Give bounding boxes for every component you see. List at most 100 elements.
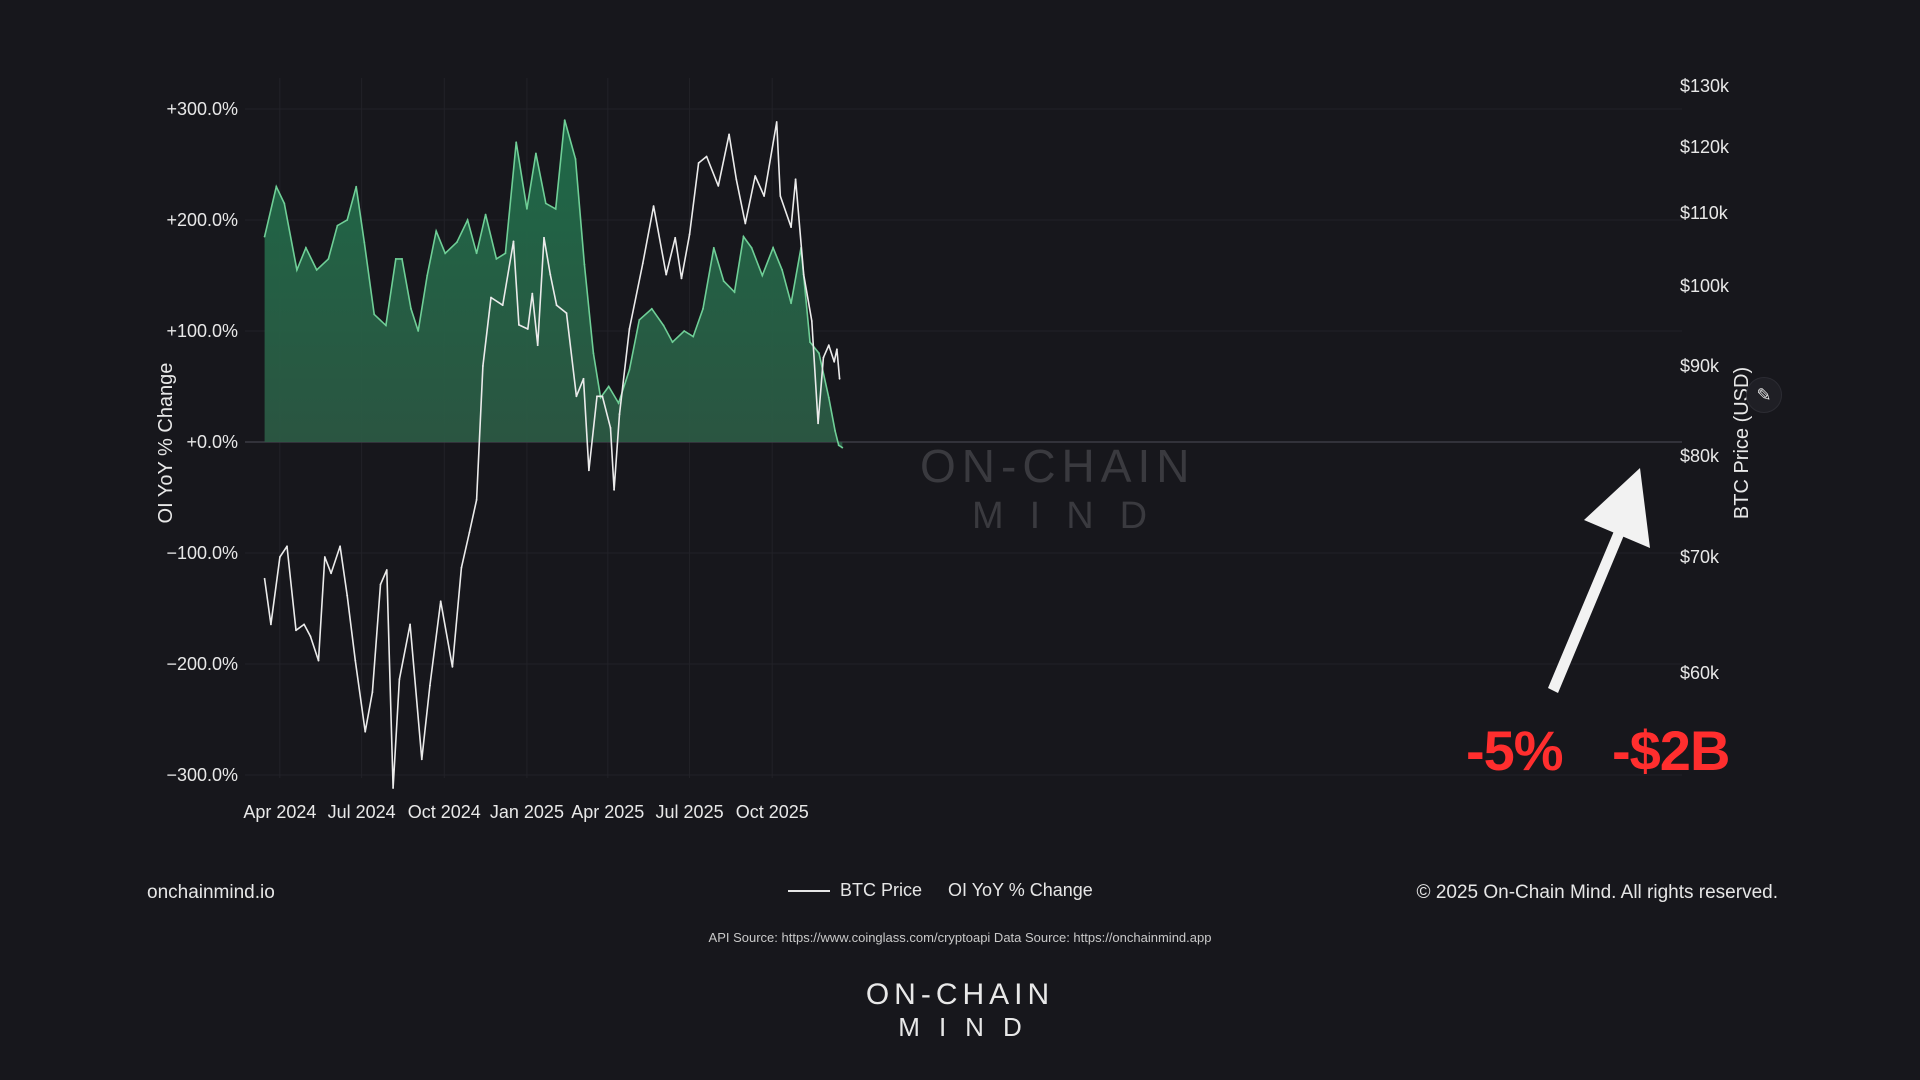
oi-point [283, 202, 286, 205]
right-tick-label: $90k [1680, 356, 1720, 376]
right-tick-label: $100k [1680, 276, 1730, 296]
left-axis-title: OI YoY % Change [155, 363, 177, 524]
annotation-oi-change: -5% [1466, 719, 1563, 782]
legend-item-btc-price[interactable]: BTC Price [788, 880, 922, 901]
brand-logo-top: ON-CHAIN [865, 978, 1055, 1011]
legend-label-btc-price: BTC Price [840, 880, 923, 900]
oi-point [761, 274, 764, 277]
btc-price-point [763, 195, 765, 197]
btc-price-point [270, 623, 272, 626]
btc-price-point [735, 178, 738, 181]
btc-price-point [475, 498, 478, 501]
left-tick-label: +100.0% [166, 321, 238, 341]
btc-price-point [697, 162, 700, 164]
left-tick-label: −300.0% [166, 765, 238, 785]
pencil-icon: ✎ [1756, 384, 1772, 405]
oi-point [435, 230, 438, 233]
btc-price-point [609, 427, 612, 429]
oi-point [554, 208, 557, 210]
btc-price-point [526, 328, 529, 330]
x-tick-label: Apr 2024 [243, 802, 316, 822]
oi-point [827, 396, 830, 399]
oi-point [444, 252, 447, 255]
oi-point [712, 246, 715, 249]
edit-chart-button[interactable]: ✎ [1746, 377, 1782, 413]
btc-price-point [279, 556, 281, 558]
left-axis: +300.0% +200.0% +100.0% +0.0% −100.0% −200.0%… [166, 99, 238, 785]
btc-price-point [339, 545, 341, 548]
btc-price-point [536, 344, 539, 347]
btc-price-point [588, 469, 590, 472]
btc-price-point [618, 413, 621, 416]
btc-price-point [385, 569, 388, 571]
legend-line-swatch [788, 889, 830, 892]
oi-point [692, 335, 695, 338]
x-tick-label: Jan 2025 [490, 802, 564, 822]
btc-price-point [286, 545, 288, 548]
oi-point [305, 246, 307, 249]
oi-point [385, 324, 387, 327]
btc-price-point [392, 787, 394, 789]
oi-point [702, 307, 704, 310]
btc-price-point [371, 691, 374, 693]
x-tick-label: Apr 2025 [571, 802, 644, 822]
oi-point [466, 219, 469, 221]
btc-price-point [838, 377, 841, 380]
oi-point [599, 396, 602, 399]
btc-price-point [652, 205, 655, 208]
oi-point [535, 152, 537, 155]
btc-price-point [482, 365, 484, 367]
oi-point [834, 430, 836, 432]
btc-price-point [330, 572, 332, 575]
annotation-oi-dollar: -$2B [1612, 719, 1729, 782]
right-tick-label: $120k [1680, 137, 1730, 157]
chart-legend: BTC Price OI YoY % Change [788, 880, 1093, 901]
oi-point [275, 185, 278, 188]
btc-price-point [354, 659, 357, 662]
btc-price-point [565, 312, 568, 314]
legend-label-oi-yoy: OI YoY % Change [948, 880, 1093, 900]
btc-price-point [779, 195, 782, 197]
btc-price-point [460, 566, 463, 569]
oi-point [515, 141, 518, 144]
btc-price-point [512, 240, 515, 243]
btc-price-point [582, 377, 585, 380]
btc-price-point [728, 133, 730, 136]
btc-price-point [420, 758, 423, 761]
btc-price-point [674, 236, 677, 239]
left-tick-label: −100.0% [166, 543, 238, 563]
oi-point [504, 252, 507, 255]
left-tick-label: +300.0% [166, 99, 238, 119]
btc-price-point [501, 304, 504, 307]
right-tick-label: $130k [1680, 76, 1730, 96]
btc-price-point [688, 233, 691, 236]
oi-point [662, 324, 665, 327]
btc-price-point [379, 583, 382, 586]
x-axis: Apr 2024 Jul 2024 Oct 2024 Jan 2025 Apr 2025… [243, 802, 808, 822]
btc-price-point [303, 623, 305, 626]
btc-price-line [263, 121, 841, 789]
btc-price-point [744, 222, 747, 225]
btc-price-point [680, 277, 683, 280]
oi-point [650, 307, 653, 310]
btc-price-point [628, 328, 631, 330]
oi-point [592, 352, 595, 355]
btc-price-point [705, 155, 708, 158]
left-tick-label: +0.0% [186, 432, 238, 452]
oi-point [628, 369, 631, 371]
btc-price-point [601, 395, 604, 398]
oi-point [563, 119, 566, 121]
btc-price-point [490, 296, 492, 299]
legend-item-oi-yoy[interactable]: OI YoY % Change [948, 880, 1093, 901]
chart-watermark: ON-CHAIN MIND [920, 440, 1189, 537]
watermark-bottom: MIND [972, 495, 1173, 537]
oi-point [683, 330, 686, 332]
x-tick-label: Oct 2024 [408, 802, 481, 822]
oi-point [742, 235, 745, 238]
btc-price-point [439, 600, 442, 603]
btc-price-point [263, 577, 266, 580]
oi-point [790, 302, 792, 305]
site-link[interactable]: onchainmind.io [147, 882, 275, 903]
btc-price-point [429, 684, 431, 687]
